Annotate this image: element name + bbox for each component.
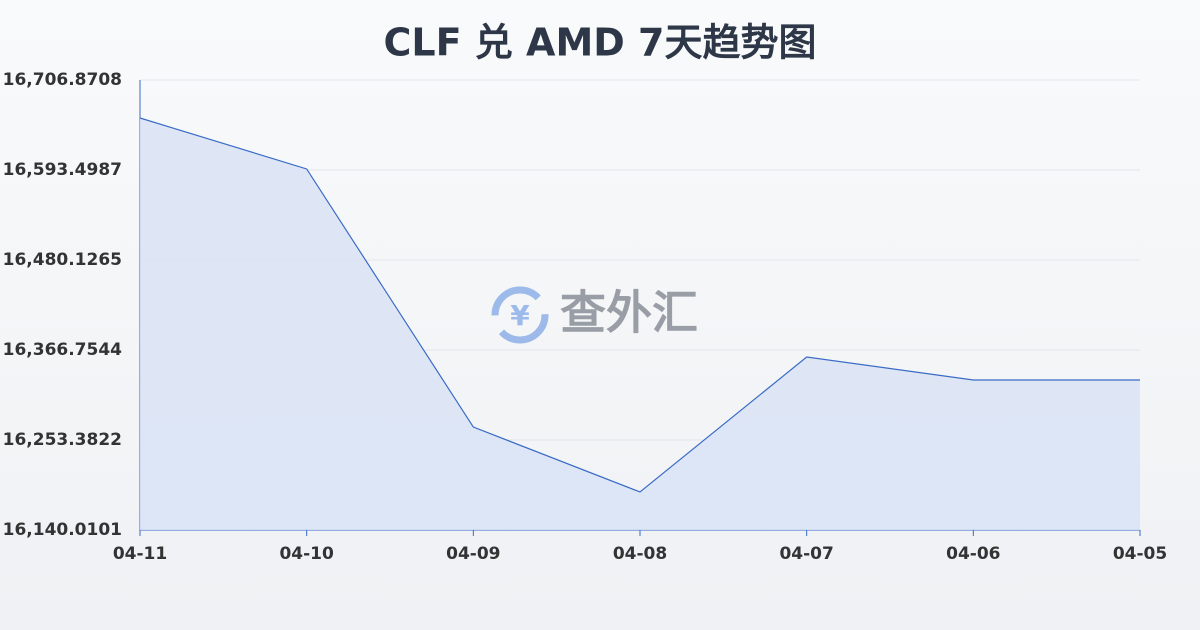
x-tick-label: 04-08	[613, 544, 667, 564]
y-tick-label: 16,480.1265	[3, 250, 122, 270]
x-tick-label: 04-10	[279, 544, 334, 564]
line	[139, 117, 1140, 493]
x-tick-label: 04-11	[113, 544, 167, 564]
y-tick-label: 16,366.7544	[3, 340, 123, 360]
y-tick-label: 16,593.4987	[3, 160, 122, 180]
watermark-logo: ¥	[491, 286, 549, 344]
x-tick-label: 04-05	[1113, 544, 1167, 564]
x-tick-label: 04-06	[946, 544, 1000, 564]
x-tick-label: 04-07	[779, 544, 833, 564]
x-tick-label: 04-09	[446, 544, 500, 564]
y-tick-label: 16,706.8708	[3, 70, 122, 90]
y-tick-label: 16,253.3822	[3, 430, 122, 450]
plot: 16,140.0101 16,253.3822 16,366.7544 16,480.…	[3, 70, 1168, 564]
watermark: 查外汇	[560, 286, 698, 340]
area	[140, 118, 1140, 530]
svg-text:¥: ¥	[510, 299, 530, 332]
chart-title: CLF 兑 AMD 7天趋势图	[384, 21, 817, 65]
y-tick-label: 16,140.0101	[3, 520, 122, 540]
